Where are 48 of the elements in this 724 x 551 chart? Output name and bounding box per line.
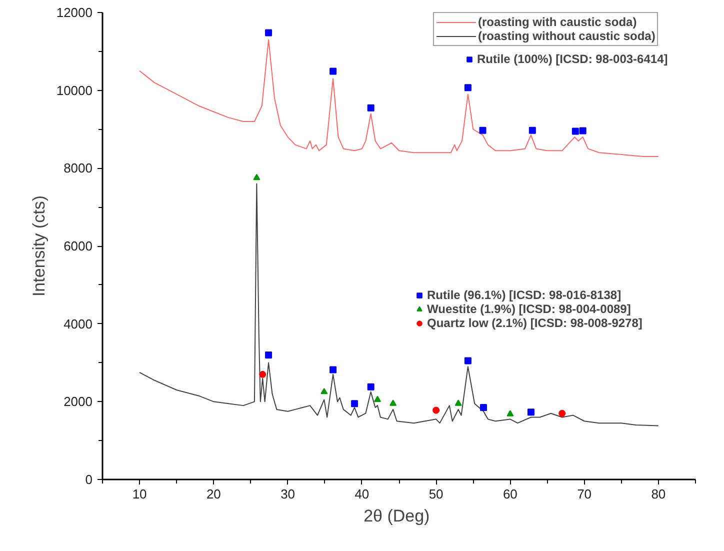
point [253, 174, 260, 180]
point [506, 410, 514, 416]
point [480, 404, 488, 412]
point [464, 84, 472, 92]
legend-label: Rutile (96.1%) [ICSD: 98-016-8138] [427, 288, 622, 302]
x-axis-title: 2θ (Deg) [364, 506, 430, 526]
legend-label: (roasting without caustic soda) [478, 29, 656, 43]
point [527, 408, 534, 416]
y-tick-label: 8000 [64, 160, 92, 176]
y-tick-label: 2000 [64, 394, 92, 410]
point [351, 400, 358, 408]
line-series [139, 183, 659, 426]
legend-label: Quartz low (2.1%) [ICSD: 98-008-9278] [427, 316, 642, 330]
x-tick-label: 70 [577, 486, 592, 502]
point [558, 410, 566, 417]
x-tick-label: 80 [651, 486, 666, 502]
legend-label: Wuestite (1.9%) [ICSD: 98-004-0089] [427, 302, 631, 316]
legend-label: Rutile (100%) [ICSD: 98-003-6414] [477, 52, 668, 66]
point [374, 396, 382, 402]
y-tick-label: 4000 [64, 316, 92, 332]
point [367, 383, 374, 390]
point [259, 370, 266, 378]
point [390, 400, 397, 406]
point [367, 104, 374, 112]
point [464, 357, 472, 364]
y-axis-title: Intensity (cts) [29, 195, 48, 297]
point [572, 128, 579, 135]
point [432, 406, 440, 414]
x-tick-label: 50 [428, 486, 444, 502]
point [479, 126, 486, 134]
point [320, 388, 328, 394]
x-tick-label: 20 [206, 486, 221, 502]
point [528, 126, 536, 134]
x-tick-label: 60 [502, 486, 518, 502]
y-tick-label: 10000 [56, 82, 93, 98]
x-tick-label: 10 [132, 486, 147, 502]
point [454, 400, 462, 406]
x-tick-label: 30 [280, 486, 296, 502]
x-tick-label: 40 [354, 486, 370, 502]
point [330, 68, 337, 75]
legend-label: (roasting with caustic soda) [478, 15, 637, 29]
point [265, 29, 272, 36]
y-tick-label: 6000 [64, 238, 92, 254]
point [579, 127, 586, 134]
point [265, 351, 272, 358]
point [330, 366, 337, 374]
y-tick-label: 0 [85, 472, 93, 487]
y-tick-label: 12000 [56, 5, 93, 20]
